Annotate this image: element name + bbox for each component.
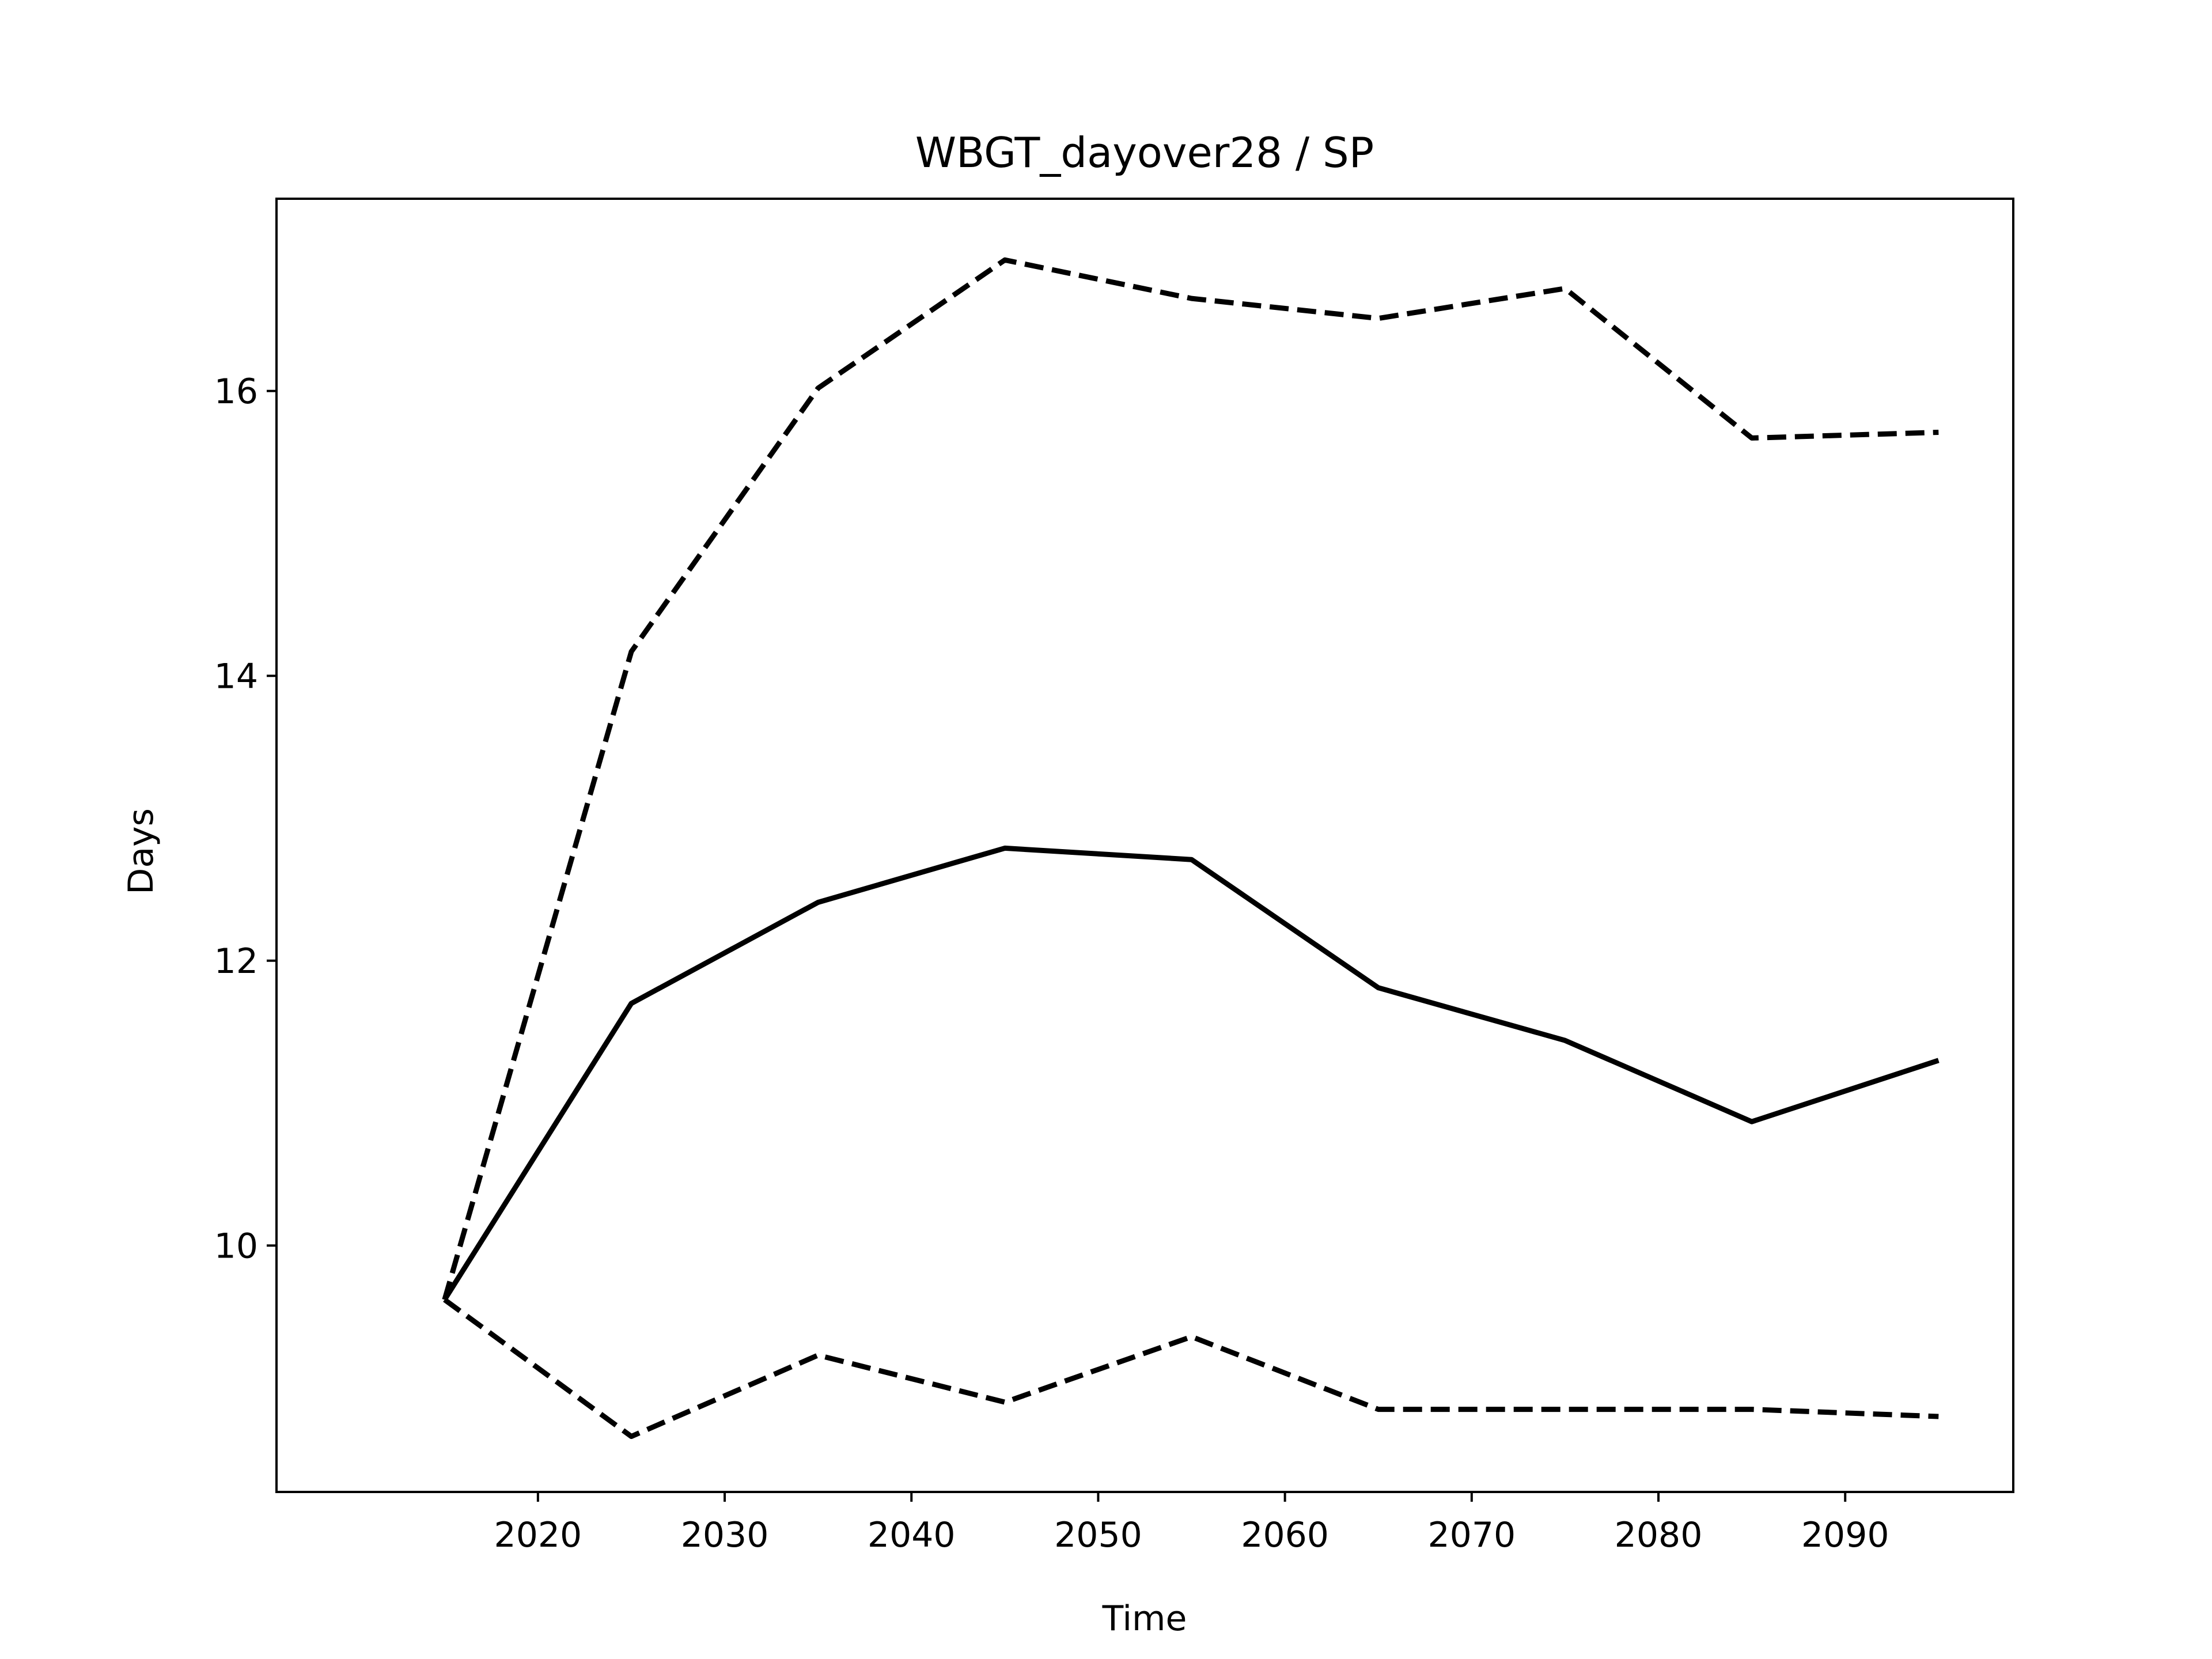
y-axis-ticks: 10 12 14 16	[214, 372, 276, 1266]
series-line-3-dashed	[443, 1297, 1939, 1440]
x-tick-label: 2060	[1241, 1515, 1329, 1555]
series-layer	[442, 257, 1940, 1440]
plot-area-frame	[275, 198, 2014, 1493]
y-axis-label: Days	[121, 808, 161, 895]
x-tick-label: 2030	[681, 1515, 769, 1555]
chart-title: WBGT_dayover28 / SP	[915, 128, 1374, 177]
y-tick-label: 10	[214, 1226, 258, 1266]
x-tick-label: 2080	[1615, 1515, 1703, 1555]
x-tick-label: 2050	[1054, 1515, 1142, 1555]
series-line-1-solid	[442, 845, 1940, 1301]
y-tick-label: 16	[214, 372, 258, 412]
y-tick-label: 14	[214, 656, 258, 696]
x-tick-label: 2040	[868, 1515, 956, 1555]
x-tick-label: 2020	[494, 1515, 582, 1555]
x-axis-ticks: 2020 2030 2040 2050 2060 2070 2080 2090	[494, 1492, 1889, 1555]
x-axis-label: Time	[1102, 1599, 1187, 1639]
x-tick-label: 2070	[1427, 1515, 1516, 1555]
x-tick-label: 2090	[1801, 1515, 1889, 1555]
y-tick-label: 12	[214, 941, 258, 982]
series-line-2-dashed	[442, 257, 1939, 1301]
